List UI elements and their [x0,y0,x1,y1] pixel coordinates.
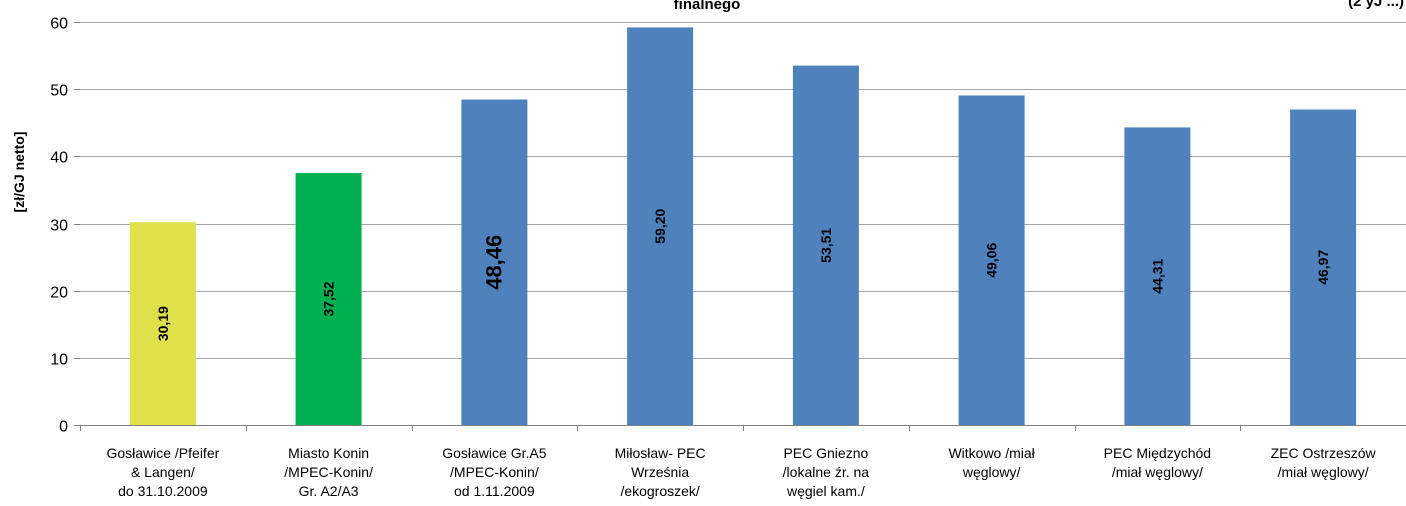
x-category-label: & Langen/ [131,464,195,480]
x-category-label: Gosławice Gr.A5 [442,445,546,461]
x-category-label: Gr. A2/A3 [299,483,359,499]
y-tick-label: 30 [50,218,68,235]
x-category-label: Witkowo /miał [948,445,1035,461]
x-category-label: /ekogroszek/ [620,483,699,499]
x-category-label: /miał węglowy/ [1278,464,1369,480]
chart-title: finalnego [674,0,741,13]
x-category-label: /MPEC-Konin/ [284,464,373,480]
x-category-label: /MPEC-Konin/ [450,464,539,480]
x-axis-labels: Gosławice /Pfeifer & Langen/do 31.10.2009… [106,445,1376,499]
bars: 30,19 37,52 48,46 59,20 53,51 49,06 44,31 46,97 [130,27,1356,425]
gridlines [80,23,1406,426]
x-category-label: od 1.11.2009 [454,483,535,499]
x-category-label: ZEC Ostrzeszów [1271,445,1377,461]
y-tick-label: 40 [50,150,68,167]
x-category-label: Gosławice /Pfeifer [106,445,219,461]
x-category-label: PEC Gniezno [783,445,868,461]
x-category-label: PEC Międzychód [1104,445,1211,461]
y-tick-label: 60 [50,16,68,33]
x-category-label: Września [631,464,689,480]
chart-title-right: (2 yJ ...) [1348,0,1404,10]
x-category-label: Miasto Konin [288,445,369,461]
y-tick-label: 50 [50,83,68,100]
x-category-label: węglowy/ [962,464,1021,480]
x-category-label: /miał węglowy/ [1112,464,1203,480]
data-label: 30,19 [155,306,171,341]
data-label: 49,06 [984,243,1000,278]
y-tick-label: 10 [50,352,68,369]
y-tick-label: 0 [59,419,68,436]
data-label: 44,31 [1149,258,1165,293]
data-label: 59,20 [652,208,668,243]
x-category-label: do 31.10.2009 [118,483,208,499]
data-label: 37,52 [321,281,337,316]
data-label: 46,97 [1315,250,1331,285]
y-axis-ticks: 0 10 20 30 40 50 60 [50,16,80,436]
data-label: 53,51 [818,228,834,263]
x-category-label: Miłosław- PEC [615,445,706,461]
y-axis-label: [zł/GJ netto] [11,132,27,213]
y-tick-label: 20 [50,285,68,302]
x-category-label: /lokalne źr. na [783,464,870,480]
data-label: 48,46 [481,235,506,290]
x-axis [80,425,1406,431]
x-category-label: węgiel kam./ [786,483,865,499]
